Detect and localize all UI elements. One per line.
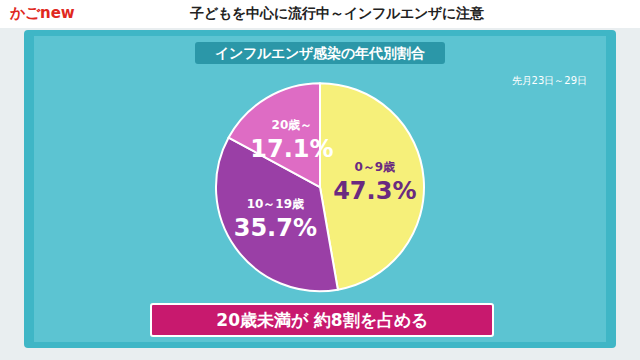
svg-text:インフルエンザ感染の年代別割合: インフルエンザ感染の年代別割合 (215, 45, 425, 61)
html-text:子どもを中心に流行中～インフルエンザに注意: 子どもを中心に流行中～インフルエンザに注意 (190, 5, 484, 21)
svg-text:47.3%: 47.3% (333, 177, 416, 205)
html-text:20歳未満が 約8割を占める: 20歳未満が 約8割を占める (216, 310, 428, 330)
svg-text:0～9歳: 0～9歳 (354, 160, 395, 174)
svg-text:35.7%: 35.7% (234, 214, 317, 242)
svg-text:20歳～: 20歳～ (272, 118, 313, 132)
svg-text:17.1%: 17.1% (250, 135, 333, 163)
svg-text:10～19歳: 10～19歳 (247, 197, 304, 211)
svg-text:先月23日～29日: 先月23日～29日 (512, 75, 587, 86)
html-text:かごnew: かごnew (10, 4, 75, 22)
